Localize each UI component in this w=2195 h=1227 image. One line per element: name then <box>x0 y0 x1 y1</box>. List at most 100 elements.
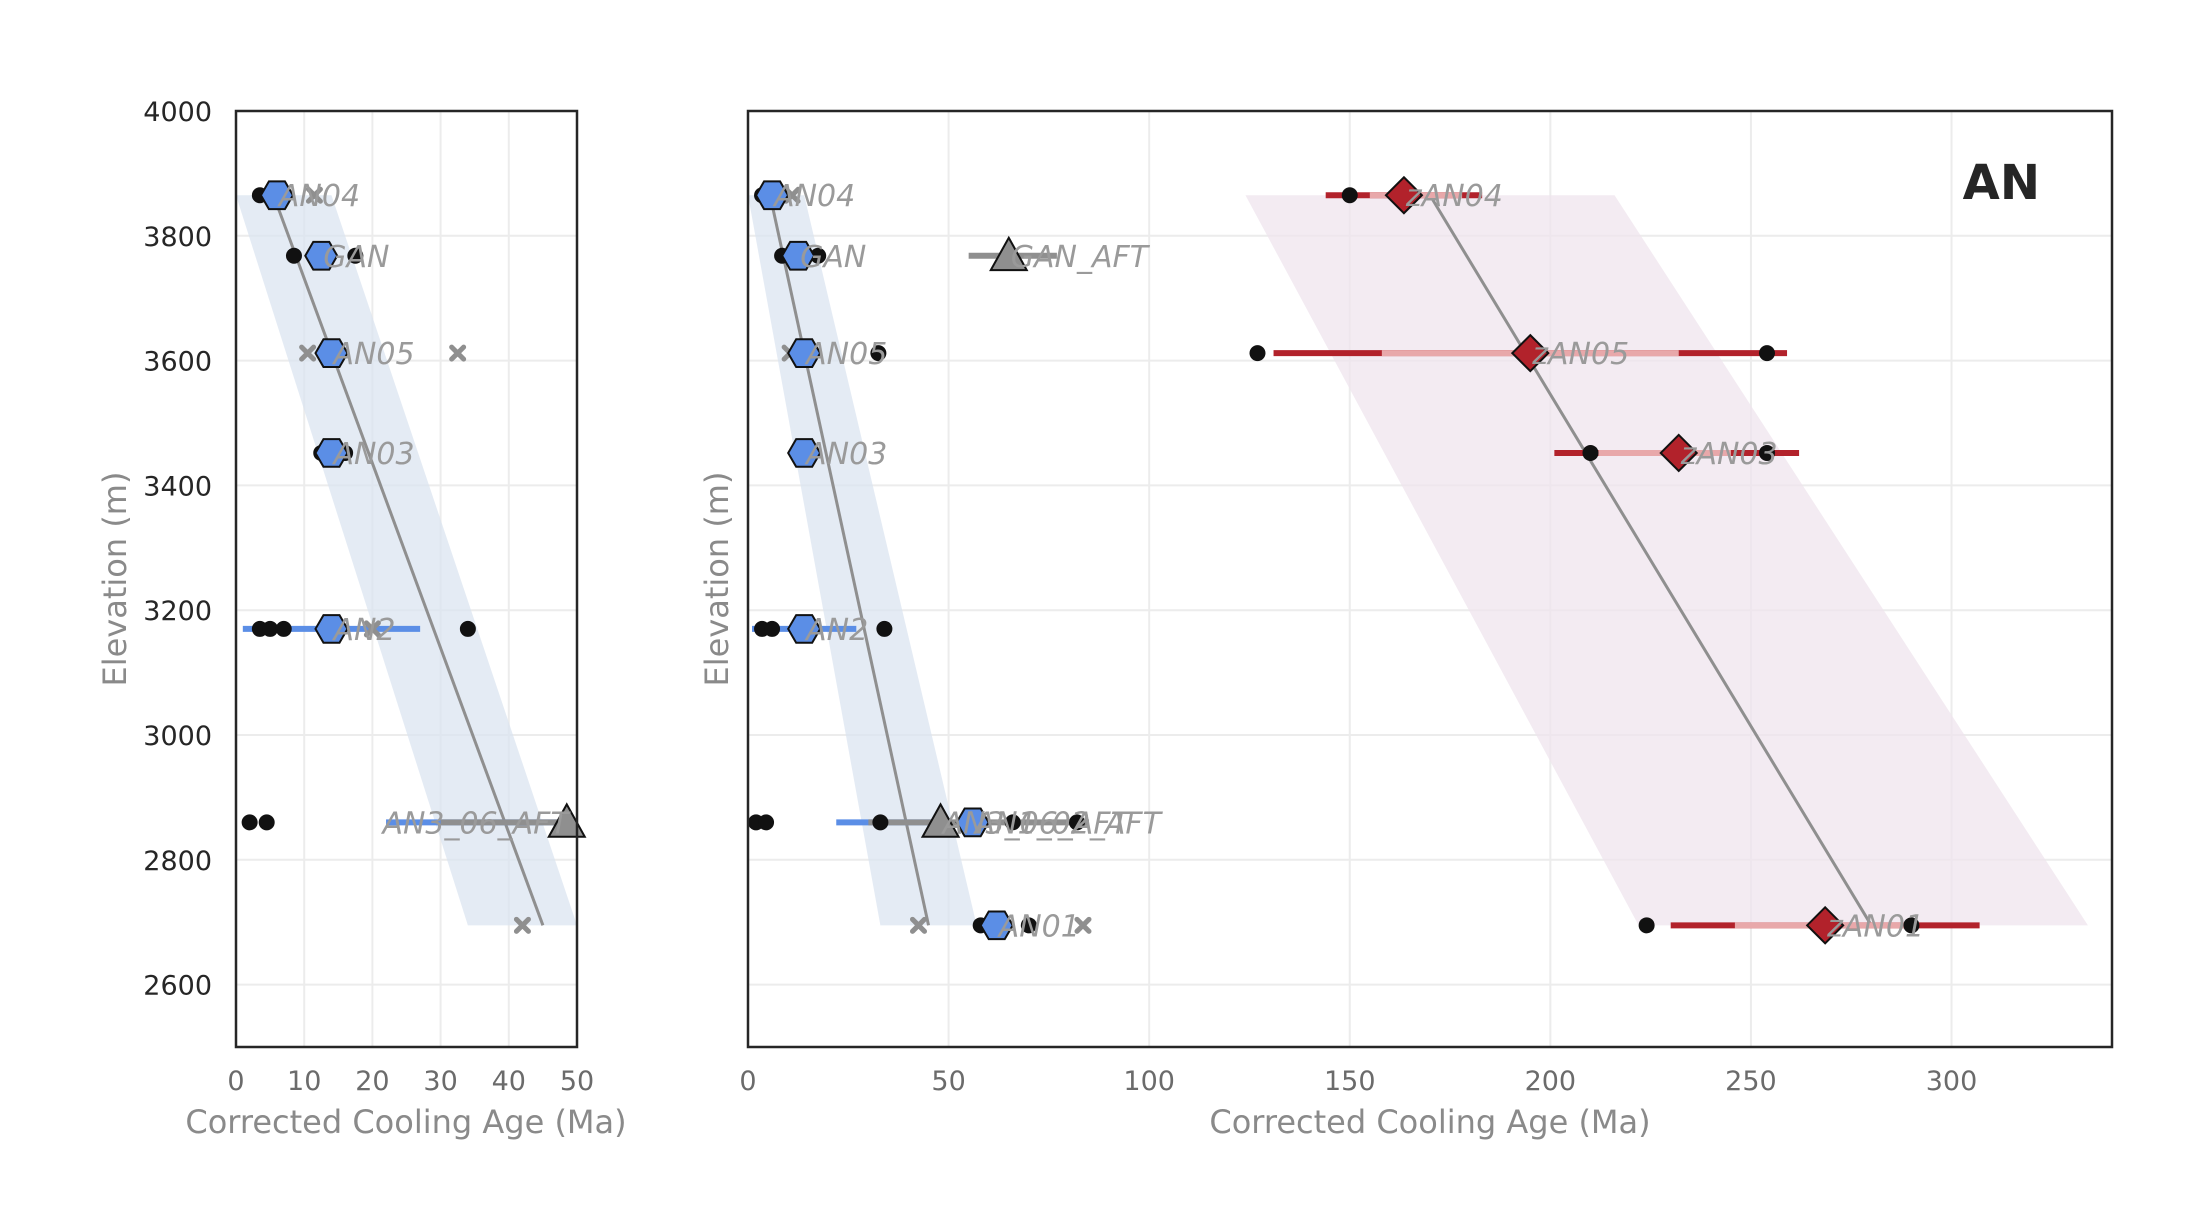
left-sample-markers <box>259 180 587 838</box>
grain-point <box>870 345 887 362</box>
x-tick-label: 30 <box>423 1066 457 1097</box>
x-tick-label: 50 <box>931 1066 965 1097</box>
left-panel: AN04 GAN AN05 AN03 AN2 AN3_06_AFT 2600 2800 30 0… <box>96 97 627 1141</box>
sample-label: GAN <box>323 240 389 275</box>
sample-label: zAN03 <box>1680 437 1778 472</box>
sample-label: zAN04 <box>1405 179 1503 214</box>
grain-point <box>1758 444 1775 461</box>
right-panel: AN04 GAN GAN_AFT AN05 AN03 AN2 AN3_06_AFTAN1_0… <box>698 109 2114 1141</box>
ahe-sample-marker <box>979 910 1014 941</box>
grain-point <box>810 247 827 264</box>
regression-line <box>1428 194 1873 927</box>
right-sample-markers <box>754 175 1845 945</box>
regression-line <box>272 194 545 926</box>
y-tick-label: 3400 <box>143 471 212 502</box>
grain-point <box>1638 917 1655 934</box>
grain-point <box>1582 444 1599 461</box>
sample-label: zAN01 <box>1826 909 1924 944</box>
grain-point <box>459 620 476 637</box>
x-tick-label: 200 <box>1525 1066 1577 1097</box>
grain-point <box>1068 814 1085 831</box>
x-tick-label: 0 <box>227 1066 244 1097</box>
sample-label: AN04 <box>277 179 360 214</box>
zhe-sample-marker <box>1805 905 1845 945</box>
grain-point <box>1341 187 1358 204</box>
grain-point <box>347 247 364 264</box>
ahe-sample-marker <box>304 240 339 271</box>
ahe-sample-marker <box>787 338 822 368</box>
sample-label: AN01 <box>997 909 1080 944</box>
right-regression-lines <box>768 194 1873 927</box>
y-tick-label: 2800 <box>143 846 212 877</box>
x-tick-label: 150 <box>1324 1066 1376 1097</box>
left-confidence-band <box>236 195 577 926</box>
sample-label: GAN <box>800 240 866 275</box>
sample-label: AN05 <box>331 337 414 372</box>
sample-label: zAN05 <box>1531 337 1629 372</box>
grain-point <box>1758 345 1775 362</box>
y-tick-label: 4000 <box>143 97 212 128</box>
x-tick-label: 100 <box>1123 1066 1175 1097</box>
ahe-sample-marker <box>314 438 349 468</box>
grain-point <box>1249 345 1266 362</box>
zhe-sample-marker <box>1510 333 1550 373</box>
grain-point <box>275 620 292 637</box>
ahe-sample-marker <box>955 807 990 838</box>
grain-point <box>285 247 302 264</box>
excluded-grain-marker <box>783 186 801 204</box>
excluded-grain-marker <box>305 186 323 204</box>
excluded-grain-marker <box>513 916 531 934</box>
ahe-sample-marker <box>754 180 790 211</box>
regression-line <box>768 194 930 926</box>
x-tick-label: 250 <box>1725 1066 1777 1097</box>
right-confidence-bands <box>748 195 2088 926</box>
x-tick-label: 0 <box>739 1066 756 1097</box>
grain-point <box>758 814 775 831</box>
ahe-sample-marker <box>787 614 822 644</box>
left-x-tick-labels: 0 10 20 30 40 50 <box>227 1066 594 1097</box>
grain-point <box>1903 917 1920 934</box>
grain-point <box>872 814 889 831</box>
ahe-sample-marker <box>314 338 349 368</box>
sample-label: AN05 <box>804 337 887 372</box>
panel-tag: AN <box>1963 155 2040 211</box>
sample-label: AN3_06_AFT <box>380 806 571 841</box>
grain-point <box>241 814 258 831</box>
grain-point <box>1020 917 1037 934</box>
ahe-sample-marker <box>314 614 349 644</box>
excluded-grain-marker <box>1074 916 1092 934</box>
excluded-grain-marker <box>449 344 467 362</box>
sample-label: AN1_02_AFT <box>973 806 1164 841</box>
y-tick-label: 2600 <box>143 971 212 1002</box>
excluded-grain-marker <box>910 916 927 934</box>
sample-label: AN04 <box>772 179 855 214</box>
right-axes-frame <box>746 109 2114 1049</box>
grain-point <box>262 620 279 637</box>
confidence-band <box>236 195 577 926</box>
sample-label: AN2 <box>331 613 395 648</box>
left-axes-frame <box>234 109 579 1049</box>
y-tick-label: 3200 <box>143 596 212 627</box>
x-tick-label: 20 <box>355 1066 389 1097</box>
zhe-sample-marker <box>1659 433 1699 473</box>
right-sample-labels: AN04 GAN GAN_AFT AN05 AN03 AN2 AN3_06_AFTAN1_0… <box>772 179 1924 944</box>
ahe-sample-marker <box>787 438 822 468</box>
right-x-axis-label: Corrected Cooling Age (Ma) <box>1209 1103 1650 1141</box>
sample-label: AN3_06_AFT <box>941 806 1132 841</box>
aft-sample-marker <box>920 802 961 838</box>
ahe-sample-marker <box>259 180 295 211</box>
right-y-axis-label: Elevation (m) <box>698 472 736 687</box>
left-y-tick-labels: 2600 2800 3000 3200 3400 3600 3800 4000 <box>143 97 212 1002</box>
left-sample-labels: AN04 GAN AN05 AN03 AN2 AN3_06_AFT <box>277 179 572 841</box>
left-y-axis-label: Elevation (m) <box>96 472 134 687</box>
x-tick-label: 10 <box>287 1066 321 1097</box>
y-tick-label: 3600 <box>143 347 212 378</box>
excluded-grain-marker <box>363 620 381 638</box>
grain-point <box>876 620 893 637</box>
x-tick-label: 50 <box>560 1066 594 1097</box>
left-regression-line <box>272 194 545 926</box>
excluded-grain-marker <box>299 344 317 362</box>
sample-label: AN03 <box>331 437 414 472</box>
left-x-axis-label: Corrected Cooling Age (Ma) <box>185 1103 626 1141</box>
